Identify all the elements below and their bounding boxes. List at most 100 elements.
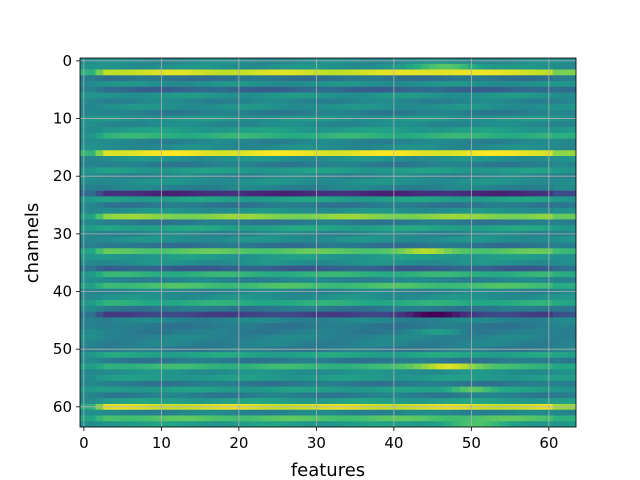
heatmap-cell: [343, 340, 352, 347]
heatmap-cell: [211, 207, 220, 214]
heatmap-cell: [118, 254, 127, 261]
heatmap-cell: [498, 156, 507, 163]
heatmap-cell: [188, 392, 197, 399]
heatmap-cell: [529, 380, 538, 387]
heatmap-cell: [328, 415, 337, 422]
heatmap-cell: [413, 254, 422, 261]
heatmap-cell: [413, 294, 422, 301]
heatmap-cell: [227, 144, 236, 151]
heatmap-cell: [359, 69, 368, 76]
heatmap-cell: [266, 190, 275, 197]
heatmap-cell: [560, 271, 569, 278]
heatmap-cell: [173, 167, 182, 174]
heatmap-cell: [537, 265, 546, 272]
heatmap-cell: [436, 369, 445, 376]
heatmap-cell: [351, 305, 360, 312]
heatmap-cell: [552, 305, 561, 312]
heatmap-cell: [173, 277, 182, 284]
heatmap-cell: [436, 63, 445, 70]
heatmap-cell: [490, 277, 499, 284]
heatmap-cell: [111, 69, 120, 76]
heatmap-cell: [188, 202, 197, 209]
heatmap-cell: [273, 127, 282, 134]
heatmap-cell: [560, 311, 569, 318]
heatmap-cell: [180, 179, 189, 186]
heatmap-cell: [204, 92, 213, 99]
heatmap-cell: [204, 86, 213, 93]
heatmap-cell: [204, 334, 213, 341]
heatmap-cell: [297, 271, 306, 278]
heatmap-cell: [227, 63, 236, 70]
heatmap-cell: [219, 236, 228, 243]
heatmap-cell: [111, 156, 120, 163]
heatmap-cell: [514, 409, 523, 416]
heatmap-cell: [568, 328, 577, 336]
heatmap-cell: [134, 254, 143, 261]
heatmap-cell: [459, 380, 468, 387]
heatmap-cell: [405, 369, 414, 376]
heatmap-cell: [436, 225, 445, 232]
heatmap-cell: [436, 109, 445, 116]
heatmap-cell: [537, 225, 546, 232]
heatmap-cell: [452, 386, 461, 393]
heatmap-cell: [529, 415, 538, 422]
heatmap-cell: [452, 138, 461, 145]
heatmap-cell: [118, 340, 127, 347]
heatmap-cell: [304, 75, 313, 82]
heatmap-cell: [529, 328, 538, 336]
heatmap-cell: [134, 202, 143, 209]
heatmap-cell: [142, 265, 151, 272]
heatmap-cell: [413, 202, 422, 209]
heatmap-cell: [304, 161, 313, 168]
heatmap-cell: [188, 109, 197, 116]
heatmap-cell: [266, 213, 275, 220]
heatmap-cell: [359, 127, 368, 134]
heatmap-cell: [211, 109, 220, 116]
heatmap-cell: [537, 81, 546, 88]
heatmap-cell: [521, 328, 530, 336]
heatmap-cell: [374, 213, 383, 220]
heatmap-cell: [568, 196, 577, 203]
heatmap-cell: [405, 311, 414, 318]
heatmap-cell: [95, 409, 104, 416]
heatmap-cell: [266, 352, 275, 359]
heatmap-cell: [258, 323, 267, 330]
heatmap-cell: [126, 63, 135, 70]
heatmap-cell: [382, 167, 391, 174]
heatmap-cell: [304, 259, 313, 266]
heatmap-cell: [196, 207, 205, 214]
heatmap-cell: [529, 369, 538, 376]
heatmap-cell: [506, 363, 515, 370]
heatmap-cell: [126, 398, 135, 405]
heatmap-cell: [359, 352, 368, 359]
heatmap-cell: [521, 294, 530, 301]
heatmap-cell: [297, 277, 306, 284]
heatmap-cell: [498, 248, 507, 255]
heatmap-cell: [382, 179, 391, 186]
heatmap-cell: [506, 81, 515, 88]
heatmap-cell: [428, 392, 437, 399]
heatmap-cell: [506, 294, 515, 301]
heatmap-cell: [196, 213, 205, 220]
heatmap-cell: [258, 392, 267, 399]
heatmap-cell: [95, 282, 104, 289]
heatmap-cell: [428, 69, 437, 76]
heatmap-cell: [351, 340, 360, 347]
heatmap-cell: [242, 386, 251, 393]
heatmap-cell: [328, 92, 337, 99]
heatmap-cell: [490, 98, 499, 105]
heatmap-cell: [95, 334, 104, 341]
heatmap-cell: [366, 259, 375, 266]
heatmap-cell: [281, 92, 290, 99]
heatmap-cell: [173, 75, 182, 82]
heatmap-cell: [289, 179, 298, 186]
heatmap-cell: [142, 86, 151, 93]
heatmap-cell: [273, 225, 282, 232]
heatmap-cell: [552, 213, 561, 220]
heatmap-cell: [452, 144, 461, 151]
heatmap-cell: [258, 363, 267, 370]
heatmap-cell: [397, 81, 406, 88]
heatmap-cell: [211, 213, 220, 220]
heatmap-cell: [297, 69, 306, 76]
heatmap-cell: [297, 104, 306, 111]
